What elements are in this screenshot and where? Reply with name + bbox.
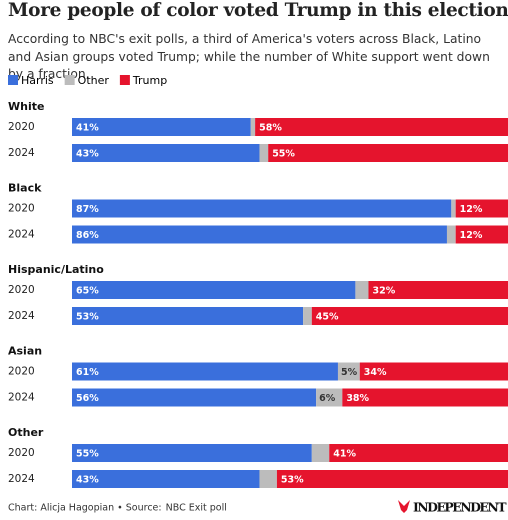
value-label: 41% bbox=[333, 449, 356, 460]
value-label: 53% bbox=[76, 312, 99, 323]
value-label: 43% bbox=[76, 475, 99, 486]
legend-swatch bbox=[64, 75, 75, 85]
value-label: 55% bbox=[272, 149, 295, 160]
bar-segment bbox=[72, 388, 317, 407]
value-label: 12% bbox=[460, 204, 483, 215]
legend-label: Trump bbox=[132, 74, 167, 87]
y-tick-label: 2020 bbox=[8, 366, 35, 378]
bar-segment bbox=[329, 444, 508, 462]
value-label: 65% bbox=[76, 286, 99, 297]
bar-segment bbox=[72, 144, 260, 162]
legend-label: Other bbox=[78, 74, 110, 87]
credit: Chart: Alicja Hagopian • Source: bbox=[8, 503, 162, 514]
value-label: 86% bbox=[76, 230, 99, 241]
value-label: 41% bbox=[76, 123, 99, 134]
y-tick-label: 2020 bbox=[8, 447, 35, 459]
group-label: Black bbox=[8, 182, 42, 195]
group-label: Other bbox=[8, 426, 44, 439]
value-label: 53% bbox=[281, 475, 304, 486]
bar-segment bbox=[72, 281, 356, 299]
y-tick-label: 2020 bbox=[8, 203, 35, 215]
bar-segment bbox=[72, 199, 452, 218]
group-label: Hispanic/Latino bbox=[8, 263, 104, 276]
bar-segment bbox=[259, 144, 269, 162]
logo-icon bbox=[398, 500, 410, 513]
value-label: 43% bbox=[76, 149, 99, 160]
value-label: 5% bbox=[341, 367, 358, 378]
bar-segment bbox=[342, 388, 508, 407]
publisher: INDEPENDENT bbox=[413, 500, 507, 515]
legend-swatch bbox=[119, 75, 130, 85]
bar-segment bbox=[316, 388, 343, 407]
value-label: 87% bbox=[76, 204, 99, 215]
y-tick-label: 2020 bbox=[8, 121, 35, 133]
value-label: 56% bbox=[76, 393, 99, 404]
value-label: 61% bbox=[76, 367, 99, 378]
value-label: 45% bbox=[316, 312, 339, 323]
bar-segment bbox=[250, 118, 256, 136]
value-label: 58% bbox=[259, 123, 282, 134]
legend-label: Harris bbox=[21, 74, 54, 87]
bar-segment bbox=[259, 470, 277, 488]
source: NBC Exit poll bbox=[166, 503, 227, 514]
bar-segment bbox=[359, 362, 508, 381]
bar-segment bbox=[303, 307, 312, 325]
chart-subtitle: According to NBC's exit polls, a third o… bbox=[8, 32, 490, 81]
bar-segment bbox=[355, 281, 369, 299]
group-label: Asian bbox=[8, 345, 42, 358]
group-label: White bbox=[8, 100, 44, 113]
y-tick-label: 2024 bbox=[8, 473, 35, 485]
y-tick-label: 2020 bbox=[8, 284, 35, 296]
bar-segment bbox=[337, 362, 360, 381]
value-label: 32% bbox=[372, 286, 395, 297]
bar-segment bbox=[368, 281, 508, 299]
bar-segment bbox=[276, 470, 508, 488]
y-tick-label: 2024 bbox=[8, 392, 35, 404]
y-tick-label: 2024 bbox=[8, 229, 35, 241]
value-label: 38% bbox=[346, 393, 369, 404]
y-tick-label: 2024 bbox=[8, 310, 35, 322]
bar-segment bbox=[72, 362, 338, 381]
bar-segment bbox=[311, 307, 508, 325]
value-label: 6% bbox=[319, 393, 336, 404]
chart-title: More people of color voted Trump in this… bbox=[8, 0, 508, 21]
bar-segment bbox=[268, 144, 508, 162]
legend-swatch bbox=[8, 75, 18, 85]
bar-segment bbox=[72, 225, 447, 244]
bar-segment bbox=[446, 225, 456, 244]
bar-segment bbox=[72, 444, 312, 462]
bar-segment bbox=[455, 225, 508, 244]
y-tick-label: 2024 bbox=[8, 147, 35, 159]
value-label: 12% bbox=[460, 230, 483, 241]
bar-segment bbox=[455, 199, 508, 218]
bar-segment bbox=[311, 444, 330, 462]
value-label: 34% bbox=[364, 367, 387, 378]
bar-segment bbox=[72, 118, 251, 136]
bar-segment bbox=[255, 118, 508, 136]
bar-segment bbox=[451, 199, 456, 218]
bar-segment bbox=[72, 470, 260, 488]
value-label: 55% bbox=[76, 449, 99, 460]
bar-segment bbox=[72, 307, 304, 325]
